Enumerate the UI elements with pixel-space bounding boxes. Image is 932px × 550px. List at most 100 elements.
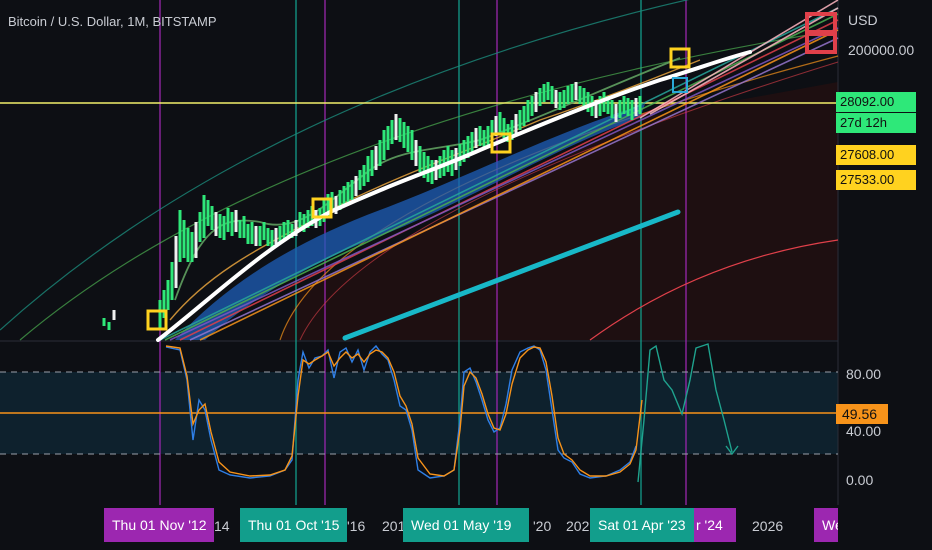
- candle-96: [526, 100, 530, 122]
- candle-38: [294, 220, 298, 236]
- candle-62: [390, 120, 394, 144]
- candle-89: [498, 112, 502, 132]
- candle-18: [214, 212, 218, 236]
- target-marker-bottom: [805, 32, 837, 54]
- date-label-nov-2012: Thu 01 Nov '12: [104, 508, 214, 542]
- osc-tick-0: 0.00: [846, 472, 874, 488]
- cycle-marker-3: [490, 132, 512, 154]
- candle-26: [246, 224, 250, 244]
- candle-56: [366, 156, 370, 182]
- osc-d-line: [165, 345, 643, 477]
- candle-70: [422, 152, 426, 178]
- candle-66: [406, 126, 410, 152]
- candle-119: [618, 100, 622, 118]
- candle-51: [346, 182, 350, 202]
- price-level-label-2: 27533.00: [836, 170, 916, 190]
- time-tick-4: '20: [533, 518, 552, 534]
- time-tick-5: 202: [566, 518, 590, 534]
- candle-103: [554, 90, 558, 108]
- trend-line-cyan: [342, 209, 681, 341]
- candle-122: [630, 100, 634, 120]
- candle-40: [302, 214, 306, 232]
- candle-95: [522, 106, 526, 126]
- candle-28: [254, 226, 258, 246]
- lower-arc-red: [589, 239, 839, 341]
- candle-13: [194, 222, 198, 258]
- outer-arc-green: [19, 29, 839, 341]
- time-tick-3: 201: [382, 518, 406, 534]
- osc-k-line: [165, 344, 637, 479]
- candle-88: [494, 116, 498, 136]
- candle-34: [278, 226, 282, 242]
- candle-11: [186, 228, 190, 262]
- candle-8: [174, 236, 178, 288]
- candle-16: [206, 200, 210, 226]
- candle-60: [382, 130, 386, 160]
- candle-100: [542, 84, 546, 102]
- osc-tick-40: 40.00: [846, 423, 882, 439]
- time-tick-7: 2026: [752, 518, 784, 534]
- candle-45: [322, 200, 326, 222]
- candle-5: [162, 290, 166, 318]
- trend-line-6: [199, 29, 839, 341]
- candle-99: [538, 88, 542, 106]
- candle-10: [182, 220, 186, 258]
- candle-110: [582, 88, 586, 106]
- candle-25: [242, 216, 246, 238]
- candle-4: [158, 300, 162, 330]
- trend-line-4: [159, 7, 839, 341]
- cycle-marker-2: [311, 197, 333, 219]
- candle-1: [102, 318, 106, 326]
- trend-curve-white: [156, 50, 752, 342]
- candle-114: [598, 96, 602, 116]
- projection-marker-blue: [672, 77, 688, 93]
- candle-104: [558, 92, 562, 110]
- candle-19: [218, 214, 222, 238]
- candle-31: [266, 228, 270, 246]
- candle-22: [230, 212, 234, 236]
- candle-50: [342, 186, 346, 206]
- candle-30: [262, 222, 266, 240]
- candle-116: [606, 96, 610, 114]
- date-label-right: We: [814, 508, 838, 542]
- candle-117: [610, 100, 614, 118]
- currency-label: USD: [848, 12, 878, 28]
- candle-24: [238, 220, 242, 238]
- candle-2: [107, 322, 111, 330]
- price-level-label-1: 27608.00: [836, 145, 916, 165]
- candle-52: [350, 180, 354, 200]
- candle-105: [562, 90, 566, 108]
- candle-72: [430, 160, 434, 184]
- candle-120: [622, 96, 626, 114]
- symbol-title: Bitcoin / U.S. Dollar, 1M, BITSTAMP: [8, 14, 217, 29]
- candle-123: [634, 98, 638, 116]
- candle-84: [478, 126, 482, 146]
- candle-21: [226, 208, 230, 232]
- candle-37: [290, 224, 294, 238]
- candle-93: [514, 114, 518, 134]
- last-price-label: 28092.00: [836, 92, 916, 112]
- candle-6: [166, 280, 170, 310]
- candle-14: [198, 212, 202, 242]
- candle-55: [362, 165, 366, 186]
- candle-108: [574, 82, 578, 100]
- candle-32: [270, 230, 274, 248]
- trend-line-5: [189, 37, 839, 341]
- candle-113: [594, 100, 598, 118]
- time-tick-1: 14: [214, 518, 230, 534]
- candle-76: [446, 146, 450, 172]
- candle-53: [354, 176, 358, 196]
- candle-7: [170, 262, 174, 300]
- time-tick-2: '16: [347, 518, 366, 534]
- candle-39: [298, 212, 302, 230]
- candle-69: [418, 146, 422, 172]
- trend-line-3: [164, 13, 839, 341]
- candle-80: [462, 140, 466, 162]
- projection-arrow-icon: [725, 445, 739, 456]
- candle-17: [210, 206, 214, 230]
- candle-33: [274, 228, 278, 244]
- candle-57: [370, 150, 374, 176]
- candle-97: [530, 96, 534, 116]
